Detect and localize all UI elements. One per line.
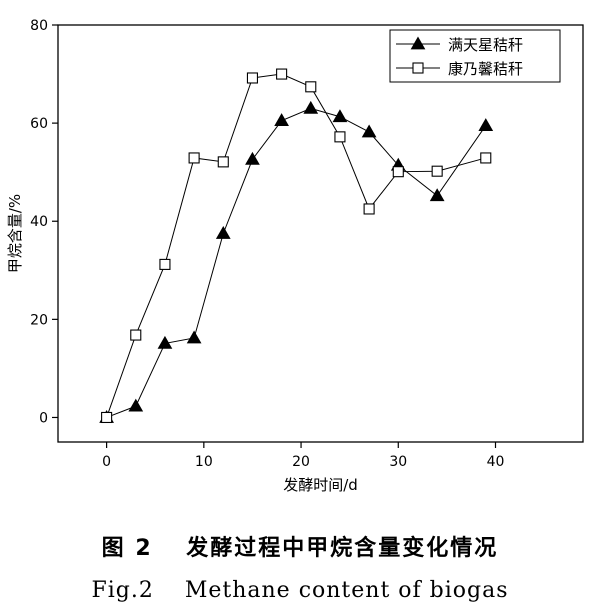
- data-point-series-1: [157, 335, 173, 349]
- data-point-series-2: [188, 152, 200, 164]
- data-point-series-2: [130, 329, 142, 341]
- data-point-series-2: [246, 72, 258, 84]
- data-point-series-2: [363, 203, 375, 215]
- x-tick-label: 0: [102, 454, 111, 470]
- figure-caption-english: Fig.2 Methane content of biogas: [91, 578, 509, 603]
- data-point-series-1: [128, 398, 144, 412]
- figure-caption-chinese: 图 2 发酵过程中甲烷含量变化情况: [101, 536, 499, 561]
- legend-label-1: 满天星秸秆: [448, 36, 523, 54]
- legend-marker-1: [410, 36, 426, 50]
- data-point-series-2: [217, 156, 229, 168]
- x-tick-label: 40: [487, 454, 505, 470]
- data-point-series-2: [392, 166, 404, 178]
- y-tick-label: 0: [39, 410, 48, 426]
- data-point-series-2: [480, 152, 492, 164]
- x-tick-label: 20: [292, 454, 310, 470]
- y-tick-label: 20: [30, 312, 48, 328]
- data-point-series-2: [276, 68, 288, 80]
- data-point-series-2: [101, 411, 113, 424]
- data-point-series-2: [334, 131, 346, 143]
- y-tick-label: 40: [30, 214, 48, 230]
- x-tick-label: 30: [389, 454, 407, 470]
- legend-marker-2: [412, 62, 424, 74]
- x-tick-label: 10: [195, 454, 213, 470]
- data-point-series-1: [215, 225, 231, 239]
- series-line-2: [106, 73, 486, 418]
- data-point-series-1: [245, 151, 260, 165]
- data-point-series-1: [478, 118, 494, 131]
- y-axis-title: 甲烷含量/%: [6, 194, 24, 273]
- data-point-series-1: [274, 113, 289, 127]
- data-point-series-1: [186, 330, 202, 344]
- y-tick-label: 60: [30, 116, 48, 132]
- plot-frame: [57, 24, 584, 443]
- data-point-series-1: [303, 100, 319, 114]
- data-point-series-1: [429, 188, 445, 202]
- data-point-series-1: [332, 109, 348, 123]
- data-point-series-2: [431, 165, 443, 177]
- data-point-series-2: [159, 258, 171, 270]
- data-point-series-2: [305, 81, 317, 93]
- x-axis-title: 发酵时间/d: [283, 476, 358, 494]
- data-point-series-1: [361, 124, 377, 138]
- y-tick-label: 80: [30, 18, 48, 34]
- legend-label-2: 康乃馨秸秆: [448, 60, 523, 78]
